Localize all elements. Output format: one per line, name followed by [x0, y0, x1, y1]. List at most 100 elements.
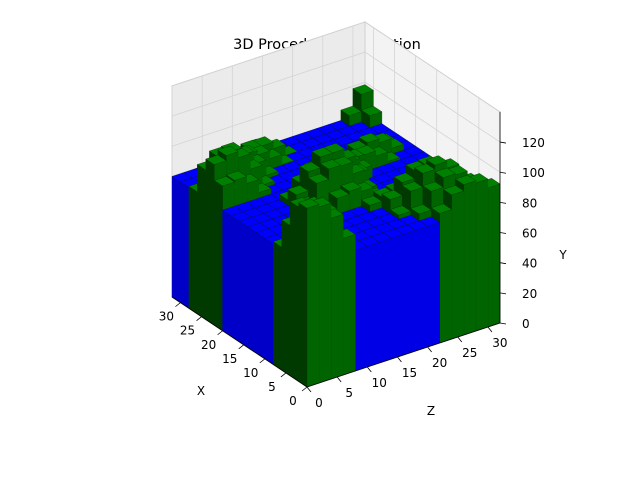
voxel-top	[381, 189, 403, 200]
voxel-face	[306, 204, 320, 388]
voxel-top	[401, 181, 424, 192]
voxel-face	[318, 202, 332, 384]
voxel-top	[307, 173, 330, 184]
voxel-face	[343, 234, 356, 376]
voxel-face	[487, 183, 501, 328]
y-axis-label: Y	[558, 248, 567, 262]
x-axis-line	[171, 296, 308, 388]
voxel-top	[225, 170, 248, 181]
voxel-column	[298, 198, 320, 388]
y-tick-label: 40	[522, 257, 537, 271]
x-tick-label: 15	[222, 352, 237, 366]
voxel-top	[340, 105, 362, 116]
z-tick-mark	[367, 366, 372, 373]
y-tick-mark	[499, 322, 507, 325]
y-tick-mark	[499, 171, 507, 174]
x-tick-mark	[259, 358, 266, 364]
voxel-face	[239, 221, 249, 348]
voxel-top	[434, 167, 456, 178]
y-tick-mark	[499, 141, 507, 144]
grid-line-y	[171, 81, 501, 173]
voxel-face	[475, 178, 489, 332]
voxel-face	[367, 242, 380, 368]
x-tick-mark	[217, 330, 223, 336]
x-axis-ticks: 05 10 15 20 25 30	[159, 302, 308, 408]
x-tick-label: 10	[243, 366, 258, 380]
z-tick-mark	[487, 326, 493, 333]
x-tick-mark	[196, 316, 202, 321]
voxel-top	[298, 198, 320, 209]
voxel-face	[391, 234, 404, 360]
y-tick-label: 80	[522, 196, 537, 210]
voxel-top	[414, 163, 436, 174]
voxel-top	[430, 203, 453, 214]
grid-line-y	[171, 51, 501, 143]
voxel-face	[247, 226, 257, 354]
y-tick-mark	[499, 262, 507, 265]
y-tick-label: 100	[522, 166, 545, 180]
y-tick-label: 0	[522, 317, 530, 331]
x-tick-label: 5	[268, 380, 276, 394]
voxel-top	[455, 174, 477, 185]
voxel-top	[328, 188, 350, 199]
z-tick-label: 30	[492, 336, 507, 350]
voxel-face	[463, 180, 477, 336]
voxel-top	[361, 105, 383, 116]
voxel-face	[205, 158, 215, 326]
voxel-top	[410, 204, 432, 215]
x-tick-label: 20	[201, 338, 216, 352]
voxel-top	[213, 176, 236, 187]
z-tick-label: 10	[372, 376, 387, 390]
z-tick-mark	[336, 376, 342, 383]
z-axis-ticks: 0 5 10 15 20 25 30	[306, 326, 508, 410]
voxel-top	[311, 147, 333, 158]
voxel-face	[330, 214, 344, 380]
voxel-face	[171, 176, 181, 303]
voxel-face	[451, 190, 464, 340]
y-tick-mark	[499, 292, 507, 295]
x-tick-label: 30	[159, 310, 174, 324]
voxel-top	[340, 181, 362, 192]
voxel-face	[281, 219, 291, 377]
axis-lines	[171, 111, 501, 388]
voxel-face	[439, 209, 452, 344]
voxel-face	[264, 237, 274, 365]
voxel-face	[355, 246, 368, 372]
y-tick-label: 120	[522, 136, 545, 150]
voxel-top	[389, 205, 412, 216]
z-tick-label: 0	[315, 396, 323, 410]
y-axis-ticks: 0 20 40 60 80 100 120	[499, 136, 545, 331]
voxel-top	[442, 185, 465, 196]
voxel-top	[426, 155, 448, 166]
x-tick-label: 0	[289, 394, 297, 408]
voxel-face	[403, 230, 416, 356]
voxel-top	[319, 159, 342, 170]
voxel-top	[217, 145, 239, 156]
voxel-top	[352, 84, 374, 95]
z-tick-label: 20	[432, 356, 447, 370]
voxel-top	[393, 172, 415, 183]
z-tick-mark	[457, 336, 463, 343]
x-tick-mark	[175, 302, 181, 307]
z-tick-mark	[397, 356, 402, 363]
x-tick-mark	[280, 372, 287, 378]
voxel-face	[415, 226, 428, 352]
voxel-face	[180, 181, 190, 309]
y-tick-mark	[499, 232, 507, 234]
z-tick-label: 5	[345, 386, 353, 400]
voxel-face	[230, 215, 240, 343]
voxel-face	[427, 222, 440, 348]
x-tick-mark	[238, 344, 244, 350]
z-tick-label: 25	[462, 346, 477, 360]
voxel-face	[197, 164, 207, 320]
x-tick-mark	[301, 386, 308, 392]
z-axis-line	[306, 322, 501, 388]
voxel-face	[222, 209, 232, 337]
y-tick-label: 20	[522, 287, 537, 301]
y-tick-label: 60	[522, 227, 537, 241]
voxel-face	[213, 180, 223, 332]
voxel-top	[205, 154, 227, 165]
voxel-terrain	[171, 84, 501, 388]
z-axis-label: Z	[427, 404, 435, 418]
